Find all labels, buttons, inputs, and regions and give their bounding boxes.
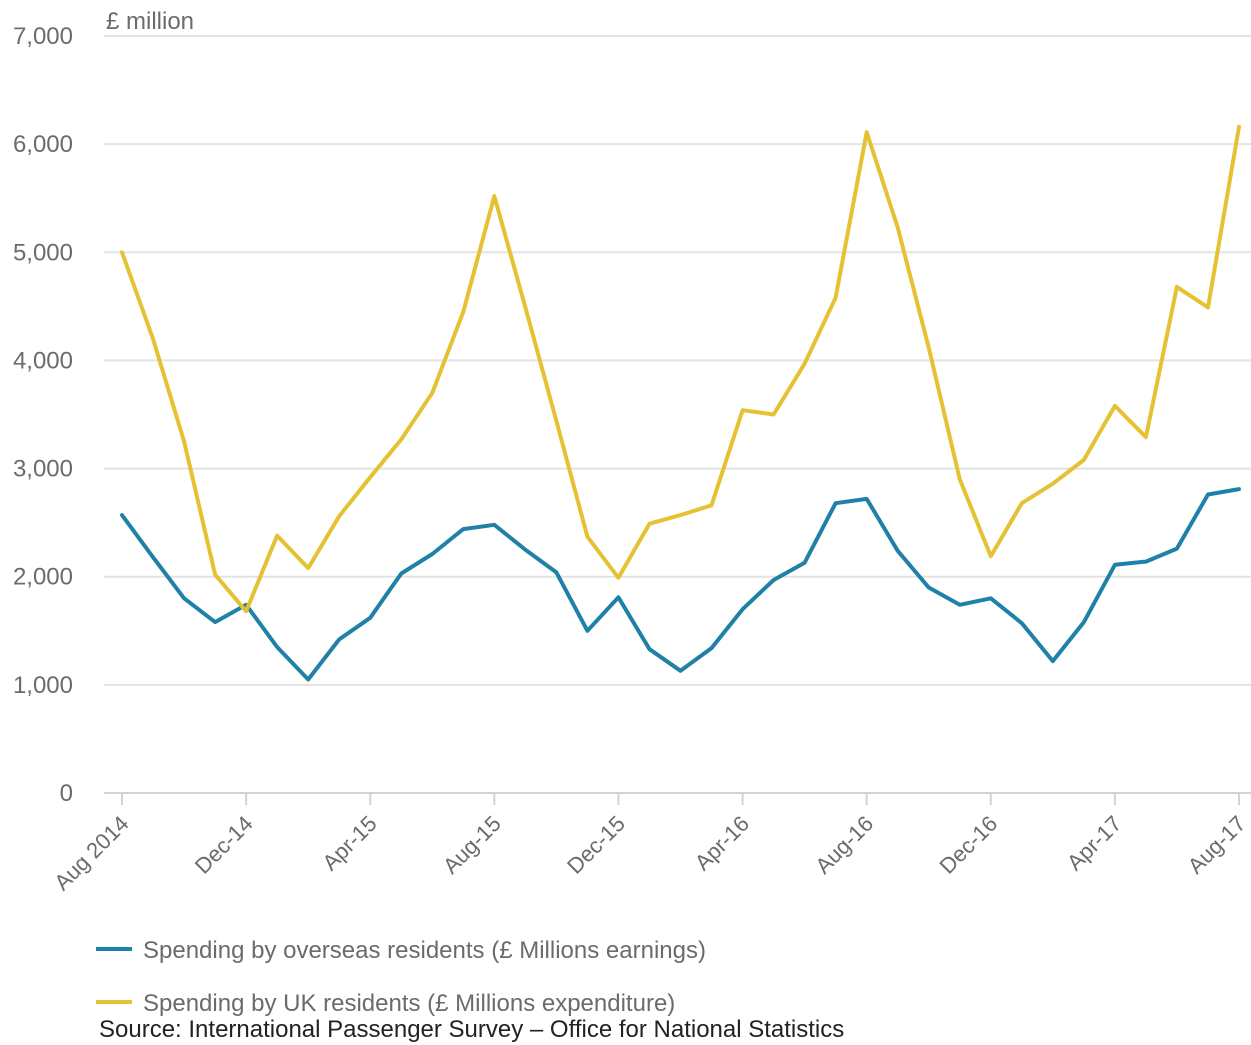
y-axis-unit-label: £ million bbox=[106, 8, 194, 35]
series-line-overseas bbox=[120, 487, 1241, 682]
y-axis: 0 1,000 2,000 3,000 4,000 5,000 6,000 7,000 bbox=[13, 23, 73, 807]
x-tick-label: Aug-16 bbox=[810, 811, 878, 879]
x-tick-label: Apr-16 bbox=[690, 811, 754, 875]
x-axis: Aug 2014 Dec-14 Apr-15 Aug-15 Dec-15 Apr-16 Au… bbox=[49, 792, 1251, 895]
x-tick-label: Apr-17 bbox=[1062, 811, 1126, 875]
legend: Spending by overseas residents (£ Millio… bbox=[96, 937, 706, 1017]
x-tick-label: Aug 2014 bbox=[49, 811, 133, 895]
x-tick-label: Apr-15 bbox=[317, 811, 381, 875]
gridlines bbox=[104, 35, 1251, 686]
x-tick-label: Dec-16 bbox=[934, 811, 1002, 879]
series-lines bbox=[120, 124, 1241, 682]
y-tick-label: 5,000 bbox=[13, 239, 73, 266]
legend-label-uk: Spending by UK residents (£ Millions exp… bbox=[143, 990, 675, 1017]
x-tick-label: Dec-14 bbox=[190, 811, 258, 879]
x-tick-label: Aug-17 bbox=[1183, 811, 1251, 879]
series-line-uk bbox=[120, 124, 1241, 614]
legend-label-overseas: Spending by overseas residents (£ Millio… bbox=[143, 937, 706, 964]
y-tick-label: 4,000 bbox=[13, 347, 73, 374]
source-note: Source: International Passenger Survey –… bbox=[99, 1016, 844, 1043]
y-tick-label: 7,000 bbox=[13, 23, 73, 50]
x-tick-label: Dec-15 bbox=[562, 811, 630, 879]
y-tick-label: 6,000 bbox=[13, 131, 73, 158]
y-tick-label: 1,000 bbox=[13, 672, 73, 699]
x-tick-label: Aug-15 bbox=[438, 811, 506, 879]
y-tick-label: 3,000 bbox=[13, 456, 73, 483]
legend-item-uk: Spending by UK residents (£ Millions exp… bbox=[96, 990, 675, 1017]
y-tick-label: 0 bbox=[60, 780, 73, 807]
legend-item-overseas: Spending by overseas residents (£ Millio… bbox=[96, 937, 706, 964]
y-tick-label: 2,000 bbox=[13, 564, 73, 591]
